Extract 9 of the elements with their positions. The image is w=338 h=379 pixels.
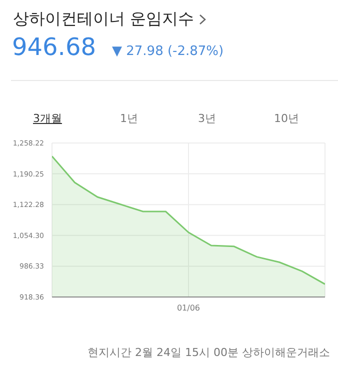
chart-subtitle: 946.68 bbox=[12, 33, 96, 61]
text: 10년 bbox=[274, 111, 299, 126]
text: 3개월 bbox=[33, 111, 62, 126]
x-tick-label: 01/06 bbox=[176, 304, 200, 313]
text: 3년 bbox=[198, 111, 216, 126]
text: ▼ 27.98 (-2.87%) bbox=[112, 44, 224, 59]
text: 1년 bbox=[120, 111, 138, 126]
chart-title: 상하이컨테이너 운임지수 bbox=[13, 9, 194, 30]
text: 현지시간 2월 24일 15시 00분 상하이해운거래소 bbox=[88, 345, 330, 360]
